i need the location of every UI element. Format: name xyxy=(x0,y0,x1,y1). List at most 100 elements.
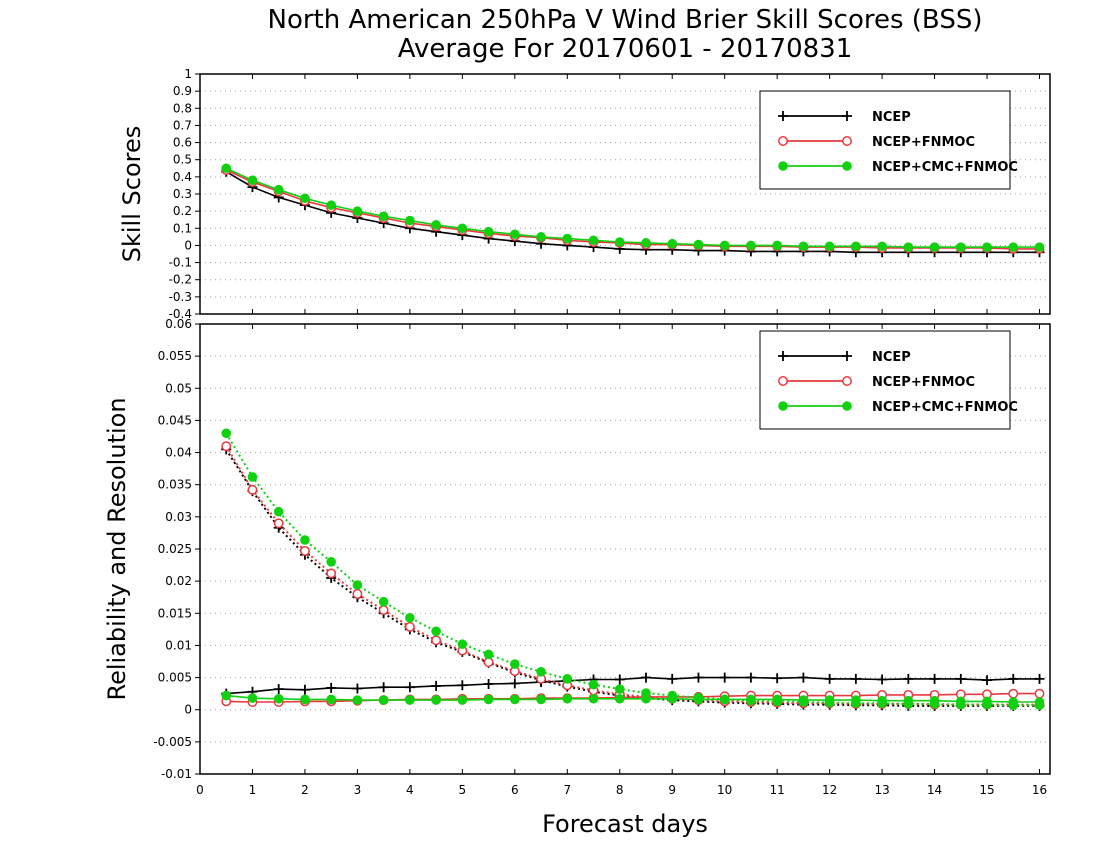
data-point-ncep-cmc-fnmoc xyxy=(221,163,232,174)
legend-marker xyxy=(778,376,788,386)
legend-marker xyxy=(778,161,788,171)
legend-marker xyxy=(778,351,788,361)
data-point-ncep-cmc-fnmoc xyxy=(746,240,756,251)
legend-box xyxy=(759,330,1011,430)
data-point-ncep-reliability xyxy=(982,675,993,686)
x-tick-label: 13 xyxy=(874,783,889,797)
data-point-ncep-reliability xyxy=(352,683,363,694)
data-point-ncep-reliability xyxy=(693,672,704,683)
data-point-ncep-fnmoc-reliability xyxy=(1034,688,1045,699)
legend-label: NCEP xyxy=(872,110,911,125)
data-point-ncep-cmc-fnmoc xyxy=(326,200,336,210)
data-point-ncep-cmc-fnmoc-resolution xyxy=(300,535,310,545)
data-point-ncep-reliability xyxy=(745,672,756,683)
x-tick-label: 2 xyxy=(301,783,309,797)
y-axis-title: Reliability and Resolution xyxy=(103,397,131,700)
legend-marker xyxy=(842,376,852,386)
data-point-ncep-cmc-fnmoc-reliability xyxy=(378,695,389,705)
series-line-ncep-cmc-fnmoc-resolution xyxy=(225,432,1040,707)
y-tick-label: 0 xyxy=(184,703,192,717)
data-point-ncep-reliability xyxy=(273,684,284,695)
data-point-ncep-cmc-fnmoc xyxy=(536,232,546,242)
data-point-ncep-cmc-fnmoc xyxy=(457,223,468,234)
legend-marker xyxy=(778,111,788,121)
data-point-ncep-cmc-fnmoc-resolution xyxy=(562,674,573,684)
data-point-ncep-cmc-fnmoc-resolution xyxy=(510,659,520,669)
data-point-ncep-cmc-fnmoc xyxy=(510,229,520,240)
legend-label: NCEP+FNMOC xyxy=(872,375,975,390)
x-tick-label: 0 xyxy=(196,783,204,797)
data-point-ncep-cmc-fnmoc-reliability xyxy=(562,693,573,704)
data-point-ncep-cmc-fnmoc-resolution xyxy=(746,695,756,706)
data-point-ncep-cmc-fnmoc-reliability xyxy=(273,693,284,704)
legend-label: NCEP+CMC+FNMOC xyxy=(872,400,1018,415)
x-tick-label: 9 xyxy=(668,783,676,797)
y-tick-label: 0.01 xyxy=(165,638,192,652)
data-point-ncep-cmc-fnmoc-resolution xyxy=(982,699,992,710)
data-point-ncep-fnmoc-resolution xyxy=(431,635,442,646)
data-point-ncep-reliability xyxy=(614,674,625,685)
plot-frame xyxy=(199,73,1051,315)
data-point-ncep-cmc-fnmoc xyxy=(562,233,573,244)
data-point-ncep-cmc-fnmoc xyxy=(483,226,494,237)
data-point-ncep-fnmoc-resolution xyxy=(273,518,284,529)
data-point-ncep-cmc-fnmoc-resolution xyxy=(536,666,546,677)
data-point-ncep-cmc-fnmoc-resolution xyxy=(929,699,940,709)
data-point-ncep-reliability xyxy=(798,672,809,683)
data-point-ncep-cmc-fnmoc xyxy=(300,193,310,204)
data-point-ncep-cmc-fnmoc-resolution xyxy=(824,697,835,708)
data-point-ncep-cmc-fnmoc-resolution xyxy=(588,679,599,690)
data-point-ncep-cmc-fnmoc xyxy=(588,235,599,246)
data-point-ncep-reliability xyxy=(877,674,888,685)
y-tick-label: 0.045 xyxy=(158,413,192,427)
y-tick-label: 0.015 xyxy=(158,606,192,620)
data-point-ncep-reliability xyxy=(824,673,835,684)
data-point-ncep-cmc-fnmoc-resolution xyxy=(903,699,914,709)
data-point-ncep-reliability xyxy=(299,684,310,695)
y-tick-label: -0.1 xyxy=(169,256,192,270)
data-point-ncep-cmc-fnmoc-resolution xyxy=(457,639,468,649)
data-point-ncep-cmc-fnmoc xyxy=(378,211,389,222)
data-point-ncep-reliability xyxy=(431,680,442,691)
data-point-ncep-cmc-fnmoc-resolution xyxy=(378,596,389,607)
data-point-ncep-cmc-fnmoc xyxy=(719,240,730,251)
y-tick-label: 0.1 xyxy=(173,221,192,235)
data-point-ncep-fnmoc-reliability xyxy=(1008,688,1019,699)
y-tick-label: -0.4 xyxy=(169,307,192,321)
x-tick-label: 12 xyxy=(822,783,837,797)
data-point-ncep-cmc-fnmoc-resolution xyxy=(772,696,782,707)
data-point-ncep-fnmoc-resolution xyxy=(404,621,415,632)
legend-marker xyxy=(778,136,788,146)
legend-label: NCEP+CMC+FNMOC xyxy=(872,160,1018,175)
x-tick-label: 15 xyxy=(979,783,994,797)
data-point-ncep-cmc-fnmoc xyxy=(405,215,415,226)
y-tick-label: 0.2 xyxy=(173,204,192,218)
data-point-ncep-reliability xyxy=(640,672,651,683)
data-point-ncep-cmc-fnmoc-resolution xyxy=(352,580,363,590)
legend: NCEP NCEP+FNMOC NCEP+CMC+FNMOC xyxy=(759,90,1018,190)
data-point-ncep-cmc-fnmoc-reliability xyxy=(405,695,415,705)
legend-marker xyxy=(842,161,852,171)
y-tick-label: -0.3 xyxy=(169,290,192,304)
data-point-ncep-cmc-fnmoc xyxy=(1008,242,1019,252)
data-point-ncep-cmc-fnmoc-reliability xyxy=(300,694,310,705)
data-point-ncep-cmc-fnmoc xyxy=(614,237,625,247)
data-point-ncep-cmc-fnmoc-resolution xyxy=(693,692,704,703)
x-tick-label: 8 xyxy=(616,783,624,797)
data-point-ncep-reliability xyxy=(850,673,861,684)
data-point-ncep-cmc-fnmoc-reliability xyxy=(614,693,625,704)
data-point-ncep-cmc-fnmoc xyxy=(641,238,651,248)
y-tick-label: 0.5 xyxy=(173,153,192,167)
data-point-ncep-cmc-fnmoc xyxy=(693,239,704,250)
data-point-ncep-reliability xyxy=(1034,673,1045,684)
legend-label: NCEP xyxy=(872,350,911,365)
data-point-ncep-cmc-fnmoc-resolution xyxy=(614,684,625,694)
y-tick-label: 0.035 xyxy=(158,478,192,492)
x-tick-label: 6 xyxy=(511,783,519,797)
x-tick-label: 16 xyxy=(1032,783,1047,797)
data-point-ncep-cmc-fnmoc-resolution xyxy=(431,626,441,637)
data-point-ncep-cmc-fnmoc-reliability xyxy=(326,694,336,705)
data-point-ncep-cmc-fnmoc-resolution xyxy=(719,694,730,705)
legend-marker xyxy=(842,351,852,361)
